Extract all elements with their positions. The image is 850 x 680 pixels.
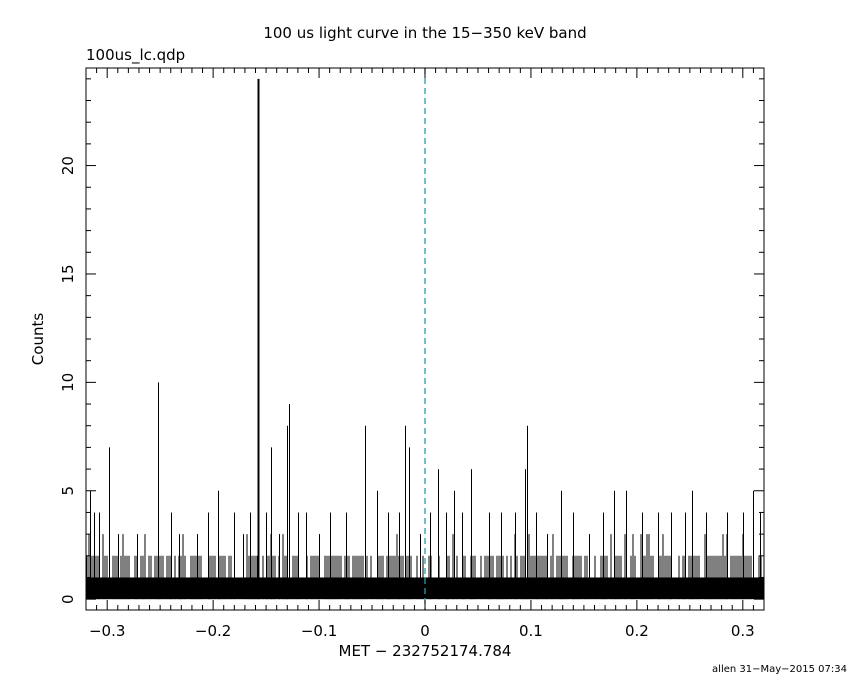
y-tick-label: 10 bbox=[59, 373, 77, 392]
footer-timestamp: allen 31−May−2015 07:34 bbox=[712, 664, 847, 675]
x-tick-label: −0.2 bbox=[195, 622, 231, 640]
y-tick-label: 20 bbox=[59, 156, 77, 175]
x-tick-label: 0.1 bbox=[519, 622, 543, 640]
y-tick-label: 0 bbox=[59, 594, 77, 604]
axis-tick-labels: −0.3 −0.2 −0.1 0 0.1 0.2 0.3 0 5 10 15 20 bbox=[59, 156, 754, 640]
y-tick-label: 5 bbox=[59, 486, 77, 496]
axis-ticks bbox=[85, 68, 765, 610]
x-tick-label: 0.2 bbox=[625, 622, 649, 640]
x-tick-label: −0.1 bbox=[301, 622, 337, 640]
data-bars bbox=[86, 78, 764, 600]
x-tick-label: 0.3 bbox=[731, 622, 755, 640]
x-axis-label: MET − 232752174.784 bbox=[339, 642, 512, 660]
file-label: 100us_lc.qdp bbox=[86, 46, 185, 65]
y-tick-label: 15 bbox=[59, 264, 77, 283]
y-axis-label: Counts bbox=[29, 313, 47, 366]
chart-title: 100 us light curve in the 15−350 keV ban… bbox=[263, 24, 586, 42]
x-tick-label: 0 bbox=[420, 622, 430, 640]
x-tick-label: −0.3 bbox=[89, 622, 125, 640]
